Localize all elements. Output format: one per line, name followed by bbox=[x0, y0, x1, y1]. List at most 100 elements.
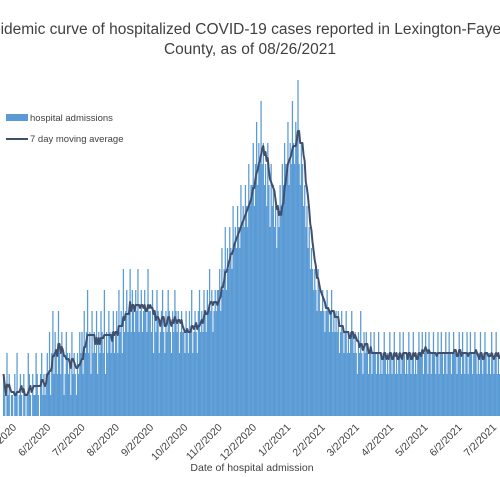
x-axis-ticks: 5/2/20206/2/20207/2/20208/2/20209/2/2020… bbox=[0, 422, 499, 464]
bar bbox=[351, 311, 353, 416]
bar bbox=[484, 332, 486, 416]
bar bbox=[270, 164, 272, 416]
bar bbox=[198, 290, 201, 416]
bar bbox=[417, 353, 419, 416]
bar bbox=[173, 332, 175, 416]
bar bbox=[422, 374, 425, 416]
moving-average-line bbox=[2, 130, 500, 396]
bar bbox=[157, 311, 159, 416]
bar bbox=[200, 332, 202, 416]
bar bbox=[79, 332, 81, 416]
bar bbox=[179, 332, 182, 416]
bar bbox=[414, 353, 417, 416]
bar bbox=[392, 353, 394, 416]
bar bbox=[356, 374, 358, 416]
bar bbox=[353, 353, 355, 416]
bar bbox=[234, 227, 236, 416]
bar bbox=[418, 332, 420, 416]
bar bbox=[70, 395, 72, 416]
bar bbox=[304, 185, 306, 416]
bar bbox=[402, 332, 404, 416]
bar bbox=[409, 353, 411, 416]
bar bbox=[229, 227, 231, 416]
bar bbox=[346, 353, 348, 416]
x-tick-label: 6/2/2021 bbox=[427, 422, 464, 459]
bar bbox=[317, 269, 319, 416]
bar bbox=[82, 374, 84, 416]
bar bbox=[449, 353, 451, 416]
bar bbox=[94, 353, 97, 416]
bar bbox=[478, 374, 480, 416]
bar bbox=[436, 353, 438, 416]
bar bbox=[154, 311, 156, 416]
bar bbox=[308, 227, 310, 416]
bar bbox=[148, 311, 150, 416]
bar bbox=[165, 311, 167, 416]
bar bbox=[47, 374, 50, 416]
bar bbox=[286, 164, 288, 416]
bar bbox=[145, 311, 147, 416]
bar bbox=[78, 374, 80, 416]
bar bbox=[480, 353, 483, 416]
bar bbox=[457, 353, 459, 416]
bar bbox=[451, 353, 454, 416]
bar bbox=[8, 374, 10, 416]
bar bbox=[438, 374, 440, 416]
bar bbox=[34, 395, 36, 416]
bar bbox=[53, 374, 55, 416]
bar bbox=[207, 311, 210, 416]
bar bbox=[278, 227, 280, 416]
bar bbox=[433, 353, 436, 416]
bar bbox=[180, 311, 183, 416]
bar bbox=[388, 374, 390, 416]
bar bbox=[398, 353, 400, 416]
bar bbox=[354, 332, 356, 416]
bar bbox=[91, 311, 93, 416]
x-tick-label: 1/2/2021 bbox=[256, 422, 293, 459]
bar bbox=[412, 332, 414, 416]
bar bbox=[45, 374, 47, 416]
bar bbox=[366, 353, 369, 416]
bar bbox=[159, 332, 161, 416]
bar bbox=[489, 374, 492, 416]
bar bbox=[116, 311, 118, 416]
bar bbox=[48, 332, 51, 416]
bar bbox=[307, 248, 309, 416]
bar bbox=[470, 353, 473, 416]
bar bbox=[219, 269, 221, 416]
bar bbox=[302, 206, 305, 416]
bar bbox=[373, 332, 375, 416]
bar bbox=[184, 353, 186, 416]
bar bbox=[487, 353, 489, 416]
bar bbox=[164, 353, 166, 416]
bar bbox=[212, 332, 214, 416]
bar bbox=[288, 185, 290, 416]
bar bbox=[137, 269, 139, 416]
bar bbox=[459, 353, 461, 416]
bar bbox=[187, 353, 189, 416]
bar bbox=[156, 290, 158, 416]
bar bbox=[376, 353, 379, 416]
bar bbox=[259, 164, 261, 416]
bar bbox=[36, 374, 38, 416]
bar bbox=[166, 332, 168, 416]
bar bbox=[482, 374, 484, 416]
bar bbox=[188, 311, 191, 416]
bar bbox=[105, 332, 108, 416]
bar bbox=[131, 290, 133, 416]
bar bbox=[183, 332, 185, 416]
bar bbox=[204, 311, 206, 416]
x-tick-label: 10/2/2020 bbox=[149, 422, 191, 464]
bar bbox=[289, 143, 291, 416]
bar bbox=[413, 374, 416, 416]
bar bbox=[310, 248, 313, 416]
bar bbox=[408, 332, 410, 416]
bar bbox=[73, 353, 75, 416]
bar bbox=[319, 311, 322, 416]
bar bbox=[217, 290, 220, 416]
bar bbox=[474, 332, 476, 416]
bar bbox=[322, 290, 324, 416]
bar bbox=[72, 374, 74, 416]
bar bbox=[81, 332, 83, 416]
bar bbox=[464, 374, 466, 416]
